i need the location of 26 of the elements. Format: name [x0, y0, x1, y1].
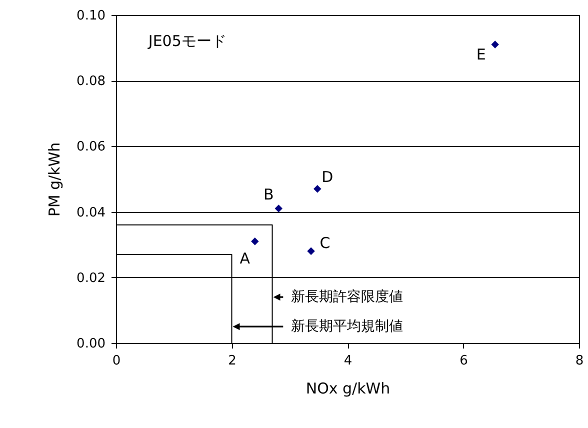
- x-tick-label: 2: [228, 354, 236, 368]
- point: [251, 237, 259, 246]
- data-label: E: [476, 46, 486, 64]
- x-axis-title: NOx g/kWh: [306, 380, 390, 398]
- y-tick-label: 0.08: [76, 74, 106, 90]
- y-tick-label: 0.00: [76, 336, 106, 352]
- data-label: C: [320, 234, 330, 252]
- y-axis-title: PM g/kWh: [46, 142, 64, 217]
- legend-label: 新長期平均規制値: [290, 318, 403, 335]
- y-tick-label: 0.06: [76, 140, 106, 155]
- point: [307, 247, 315, 256]
- annotation: JE05モード: [147, 32, 226, 50]
- point: [274, 204, 282, 212]
- x-tick-label: 0: [112, 354, 121, 368]
- x-tick-label: 4: [344, 354, 352, 368]
- y-tick-label: 0.10: [76, 8, 106, 24]
- y-tick-label: 0.04: [76, 205, 106, 220]
- x-tick-label: 6: [460, 354, 468, 368]
- y-tick-label: 0.02: [76, 270, 106, 286]
- data-label: A: [240, 249, 251, 268]
- point: [491, 40, 499, 48]
- x-tick-label: 8: [575, 354, 584, 368]
- data-label: D: [322, 168, 334, 186]
- data-label: B: [263, 186, 274, 204]
- legend-label: 新長期許容限度値: [290, 289, 403, 306]
- point: [314, 184, 322, 193]
